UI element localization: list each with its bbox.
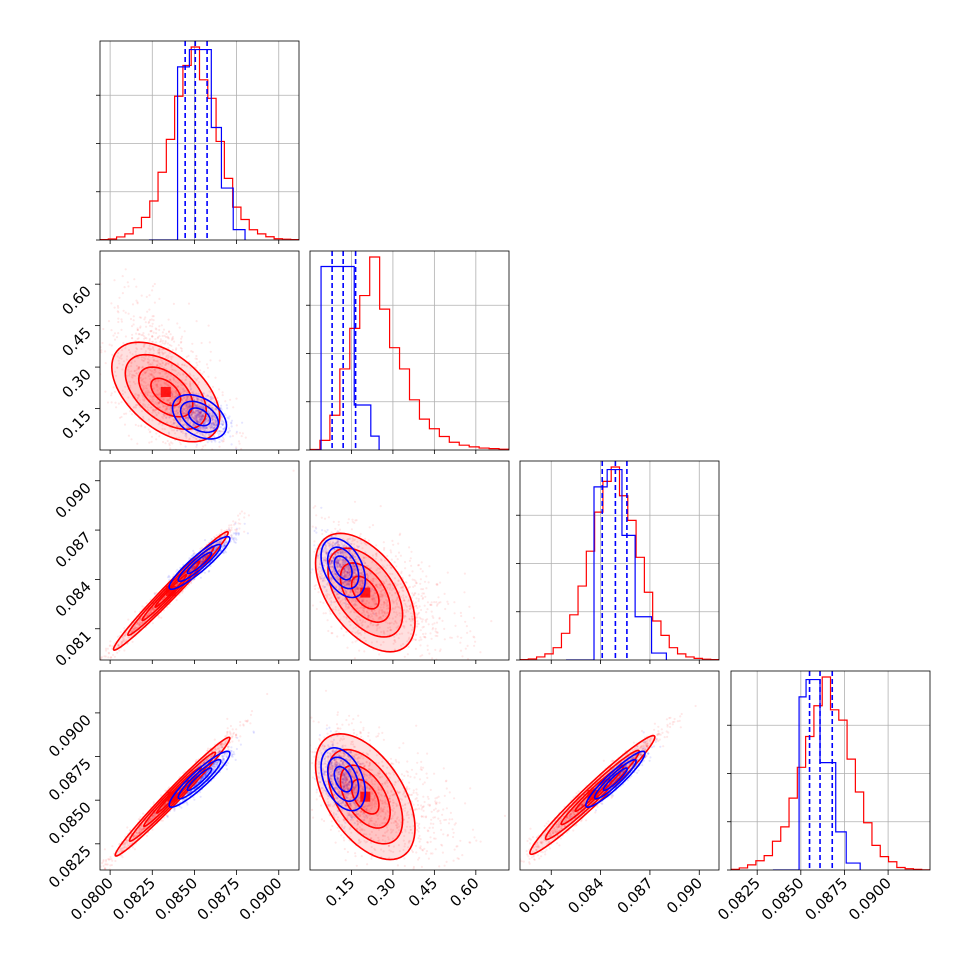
diag-panel-1 <box>96 41 299 240</box>
x-tick-label: 0.0875 <box>194 874 244 924</box>
scatter-panel-1-2 <box>63 219 299 477</box>
y-tick-label: 0.0900 <box>45 711 95 761</box>
blue-histogram <box>149 50 245 240</box>
diag-panel-2 <box>306 251 509 450</box>
x-tick-label: 0.0850 <box>758 874 808 924</box>
scatter-panel-1-3 <box>91 461 299 679</box>
scatter-panel-plot <box>63 219 256 477</box>
scatter-panel-plot <box>85 693 269 884</box>
y-tick-label: 0.30 <box>58 365 94 401</box>
x-tick-label: 0.0800 <box>67 874 117 924</box>
scatter-panel-1-4 <box>85 671 299 884</box>
red-peak <box>166 586 176 596</box>
scatter-panel-plot <box>486 705 697 902</box>
x-tick-label: 0.0825 <box>109 874 159 924</box>
y-tick-label: 0.60 <box>58 282 94 318</box>
y-tick-label: 0.087 <box>52 528 95 571</box>
x-tick-label: 0.15 <box>322 874 358 910</box>
x-tick-label: 0.090 <box>663 874 706 917</box>
y-tick-label: 0.45 <box>58 324 94 360</box>
x-tick-label: 0.087 <box>614 874 657 917</box>
diag-panel-2-plot <box>310 251 509 450</box>
y-tick-label: 0.090 <box>52 479 95 522</box>
diag-panel-2-frame <box>310 251 509 450</box>
red-peak <box>161 387 171 397</box>
x-tick-label: 0.45 <box>405 874 441 910</box>
scatter-panel-2-4 <box>287 671 518 897</box>
diag-panel-3-plot <box>520 461 719 660</box>
x-tick-label: 0.084 <box>564 874 607 917</box>
x-tick-label: 0.0825 <box>714 874 764 924</box>
x-tick-label: 0.0900 <box>236 874 286 924</box>
x-tick-label: 0.081 <box>515 874 558 917</box>
scatter-panel-3-4 <box>486 671 719 902</box>
scatter-panel-plot <box>287 672 518 897</box>
blue-histogram <box>566 470 666 660</box>
x-tick-label: 0.60 <box>446 874 482 910</box>
diag-panel-4 <box>727 671 930 870</box>
y-tick-label: 0.0850 <box>45 798 95 848</box>
y-axis-2: 0.15 0.30 0.45 0.60 <box>58 282 100 443</box>
y-tick-label: 0.0875 <box>45 755 95 805</box>
diag-panel-3 <box>516 461 719 660</box>
y-tick-label: 0.084 <box>52 578 95 621</box>
y-tick-label: 0.081 <box>52 627 95 670</box>
diag-panel-4-plot <box>731 671 930 870</box>
y-axis-3: 0.081 0.084 0.087 0.090 <box>52 479 100 670</box>
scatter-panel-plot <box>91 470 295 679</box>
y-tick-label: 0.15 <box>58 407 94 443</box>
x-tick-label: 0.0900 <box>845 874 895 924</box>
x-tick-label: 0.0875 <box>801 874 851 924</box>
x-tick-label: 0.0850 <box>151 874 201 924</box>
x-tick-label: 0.30 <box>363 874 399 910</box>
diag-panel-1-plot <box>100 41 299 240</box>
y-tick-label: 0.0825 <box>45 842 95 892</box>
blue-histogram <box>773 680 860 870</box>
